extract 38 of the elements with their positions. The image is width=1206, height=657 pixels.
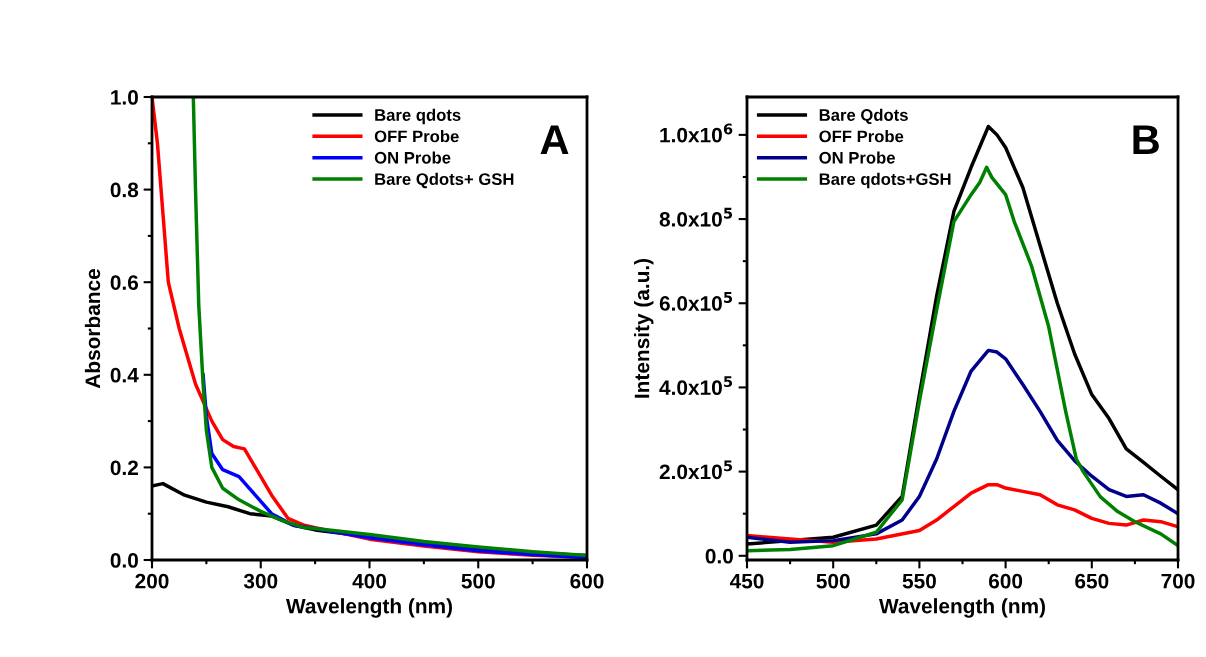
y-tick-label: 0.0: [110, 553, 138, 568]
legend-label: OFF Probe: [819, 130, 904, 143]
y-tick-label: 1.0x10$^{6}$: [660, 123, 733, 143]
y-tick-label: 0.2: [110, 460, 138, 476]
legend-label: Bare qdots: [375, 108, 461, 125]
y-tick-label: 0.8: [110, 182, 139, 198]
x-tick-label: 600: [988, 573, 1023, 589]
y-axis-title: Intensity (a.u.): [634, 258, 654, 398]
y-tick-label: 2.0x10$^{5}$: [659, 460, 733, 480]
x-tick-label: 700: [1161, 573, 1195, 589]
x-tick-label: 550: [902, 573, 936, 589]
legend-label: Bare Qdots+ GSH: [375, 172, 514, 189]
x-tick-label: 300: [243, 573, 278, 589]
annotation: A: [540, 125, 569, 155]
y-axis-title: Absorbance: [84, 269, 101, 389]
legend-label: ON Probe: [374, 151, 451, 164]
y-tick-label: 6.0x10$^{5}$: [659, 292, 733, 311]
annotation: B: [1133, 125, 1159, 155]
x-tick-label: 500: [461, 573, 495, 589]
x-tick-label: 450: [729, 573, 764, 589]
line-series: [747, 348, 1178, 545]
legend-label: Bare Qdots: [819, 108, 908, 125]
x-tick-label: 600: [570, 573, 604, 589]
y-tick-label: 0.4: [110, 367, 139, 383]
x-tick-label: 650: [1075, 573, 1109, 589]
x-tick-label: 200: [135, 573, 169, 589]
x-tick-label: 500: [816, 573, 850, 589]
x-tick-label: 400: [352, 573, 387, 589]
legend-label: ON Probe: [819, 151, 895, 164]
y-tick-label: 0.0: [705, 548, 733, 564]
y-tick-label: 1.0: [111, 90, 138, 105]
legend-label: Bare qdots+GSH: [819, 172, 951, 189]
y-tick-label: 4.0x10$^{5}$: [659, 376, 733, 396]
y-tick-label: 8.0x10$^{5}$: [659, 207, 733, 227]
x-axis-title: Wavelength (nm): [286, 598, 452, 618]
legend-label: OFF Probe: [374, 130, 459, 143]
x-axis-title: Wavelength (nm): [879, 598, 1045, 618]
y-tick-label: 0.6: [110, 275, 139, 290]
